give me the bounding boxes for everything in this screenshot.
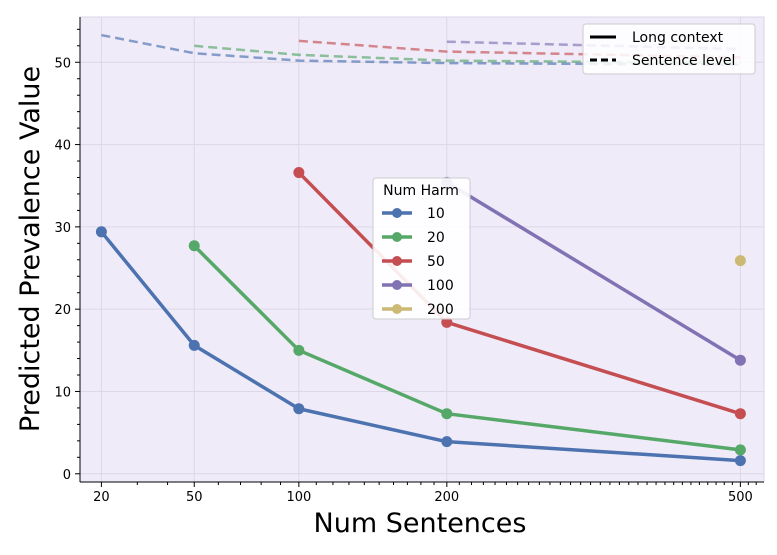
x-axis-label: Num Sentences: [314, 508, 527, 539]
legend-marker-50: [392, 256, 402, 266]
x-tick-label: 100: [286, 490, 311, 505]
y-axis-label: Predicted Prevalence Value: [15, 66, 46, 432]
data-point-20: [293, 344, 305, 356]
legend-sentence-level: Sentence level: [632, 53, 735, 69]
legend-label-20: 20: [427, 230, 445, 246]
long-context-line-100: [445, 180, 742, 362]
data-point-10: [95, 226, 107, 238]
x-tick-label: 500: [728, 490, 753, 505]
data-point-50: [293, 167, 305, 179]
legend-marker-20: [392, 232, 402, 242]
data-point-20: [441, 408, 453, 420]
legend-long-context: Long context: [632, 30, 724, 46]
sentence-level-line-10: [101, 33, 741, 66]
style-legend-box: [582, 23, 756, 75]
long-context-lines: [95, 167, 746, 467]
x-tick-label: 50: [186, 490, 203, 505]
long-context-line-20: [192, 244, 741, 452]
y-tick-label: 40: [54, 139, 71, 154]
data-point-10: [441, 436, 453, 448]
data-point-10: [734, 455, 746, 467]
legend-label-100: 100: [427, 278, 454, 294]
y-tick-label: 20: [54, 303, 71, 318]
data-point-20: [188, 240, 200, 252]
data-point-20: [734, 444, 746, 456]
y-tick-label: 30: [54, 221, 71, 236]
x-tick-label: 20: [93, 490, 110, 505]
legend-marker-200: [392, 304, 402, 314]
data-point-10: [293, 403, 305, 415]
group-legend: Num Harm 10 20 50 100 200: [372, 177, 471, 320]
y-tick-label: 50: [54, 56, 71, 71]
legend-marker-100: [392, 280, 402, 290]
legend-title: Num Harm: [383, 183, 459, 199]
legend-label-10: 10: [427, 206, 445, 222]
data-point-50: [441, 316, 453, 328]
data-point-100: [734, 354, 746, 366]
legend-label-200: 200: [427, 302, 454, 318]
y-tick-label: 0: [63, 468, 71, 483]
data-point-200: [734, 255, 746, 267]
group-legend-box: [372, 177, 471, 320]
axes: 0 10 20 30 40 50 20 50 100 200 500: [54, 17, 764, 505]
x-tick-label: 200: [434, 490, 459, 505]
legend-items: 10 20 50 100 200: [382, 206, 454, 318]
legend-marker-10: [392, 208, 402, 218]
data-point-50: [734, 408, 746, 420]
y-tick-label: 10: [54, 385, 71, 400]
legend-label-50: 50: [427, 254, 445, 270]
style-legend: Long context Sentence level: [582, 23, 756, 75]
data-point-10: [188, 339, 200, 351]
